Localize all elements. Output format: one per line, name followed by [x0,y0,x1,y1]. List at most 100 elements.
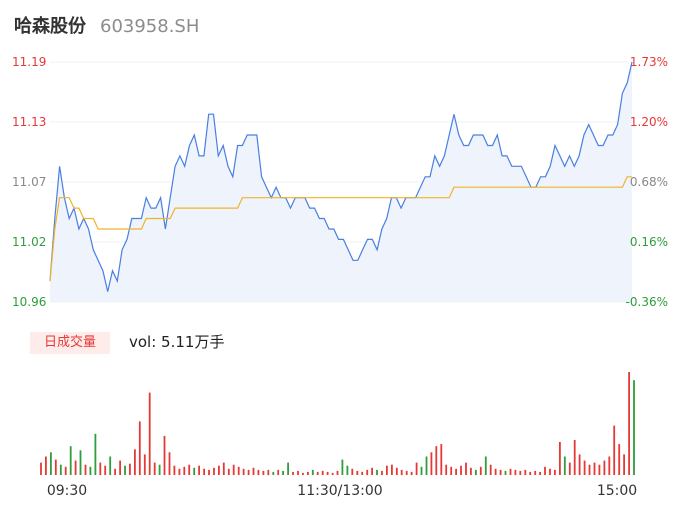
volume-bar [213,467,215,475]
x-tick-label: 09:30 [47,483,87,499]
volume-bar [608,456,611,475]
volume-bar [445,464,448,475]
volume-bar [371,467,373,475]
volume-bar [351,468,354,475]
volume-bar [484,456,487,475]
volume-bar [430,452,433,475]
axis-labels: 11.19 11.13 11.07 11.02 10.96 1.73% 1.20% 0.68%… [12,55,668,499]
volume-bar [272,471,275,475]
y-tick-label-right: 0.16% [630,235,668,249]
volume-bar [588,464,591,475]
volume-bar [386,465,388,475]
volume-bar [361,471,364,475]
volume-bar [504,470,507,475]
volume-bar [563,456,566,475]
x-tick-label: 15:00 [597,483,637,499]
volume-bar [415,462,418,475]
volume-bar [247,469,250,476]
volume-bar [143,454,146,475]
volume-bar [302,472,304,475]
volume-bar [262,470,265,475]
volume-bar [593,462,596,475]
volume-bar [218,465,220,475]
y-tick-label-right: -0.36% [626,295,668,309]
volume-bar [45,456,47,475]
stock-name: 哈森股份 [14,16,86,37]
y-tick-label-left: 10.96 [12,295,46,309]
volume-bar [628,372,630,475]
price-panel [49,61,633,303]
volume-total: vol: 5.11万手 [129,333,225,351]
volume-bar [479,466,482,475]
volume-bar [40,462,42,475]
volume-bar [188,464,191,475]
price-area [50,62,632,302]
volume-bar [277,469,280,476]
volume-bar [198,465,200,475]
volume-bar [578,454,581,475]
volume-bar [494,468,497,475]
volume-bar [178,468,181,475]
volume-badge[interactable]: 日成交量 [30,332,110,354]
volume-bar [470,467,472,475]
volume-bar [287,462,289,475]
volume-bar [465,462,467,475]
volume-bar [420,466,423,475]
volume-bar [331,472,334,475]
volume-bar [524,469,527,476]
volume-bar [54,459,57,475]
volume-bar [104,465,107,475]
volume-bar [237,466,240,475]
volume-bar [633,380,635,475]
volume-bar [618,444,621,475]
volume-bar [114,468,116,475]
volume-bar [138,421,141,475]
volume-bar [119,460,121,475]
volume-bar [499,469,502,476]
volume-bar [519,470,522,475]
volume-bar [168,452,171,475]
volume-bar [242,468,245,475]
volume-bar [573,440,576,475]
volume-bar [222,462,225,475]
avg-price-line [49,176,632,282]
volume-bar [153,462,156,475]
volume-bar [69,446,72,475]
volume-bar [549,468,551,475]
volume-bar [321,470,324,475]
volume-bar [440,444,443,475]
volume-bar [613,425,616,475]
volume-bar [514,469,517,476]
volume-bar [450,466,453,475]
volume-bar [227,468,230,475]
volume-bar [257,469,260,476]
volume-bar [435,446,438,475]
volume-bar [316,471,319,475]
y-tick-label-right: 0.68% [630,175,668,189]
volume-bar [603,460,606,475]
volume-bar [252,467,255,475]
volume-bar [203,468,205,475]
volume-bar [50,452,52,475]
volume-bar [554,469,556,476]
volume-bar [346,465,349,475]
volume-panel [40,372,635,476]
volume-bar [267,469,270,476]
volume-bar [292,471,294,475]
volume-bar [425,456,428,475]
volume-bar [559,442,561,475]
y-tick-label-left: 11.19 [12,55,46,69]
volume-bar [460,465,462,475]
volume-bar [400,469,403,476]
volume-bar [94,433,97,475]
volume-bar [341,459,344,475]
volume-bar [356,470,359,475]
volume-bar [148,392,151,475]
volume-bar [59,464,62,475]
volume-bar [381,470,383,475]
volume-bar [326,471,329,475]
volume-bar [509,468,512,475]
volume-bar [173,465,176,475]
volume-bar [232,464,235,475]
